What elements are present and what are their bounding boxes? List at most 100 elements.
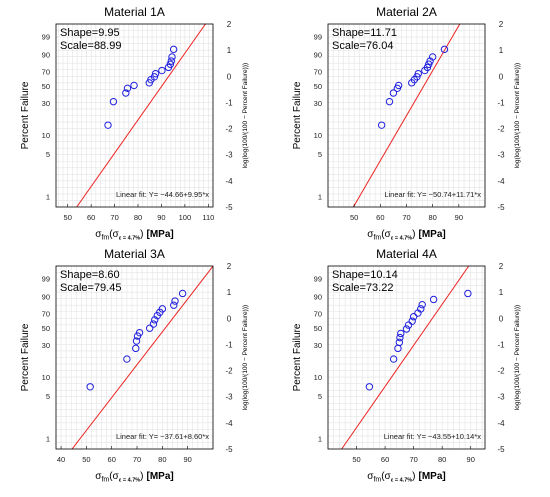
- x-tick-label: 50: [82, 455, 90, 464]
- y-left-tick-label: 30: [42, 99, 50, 108]
- y-left-tick-label: 50: [314, 324, 322, 333]
- x-tick-label: 60: [381, 455, 389, 464]
- y-right-tick-label: 1: [227, 46, 232, 55]
- data-point: [167, 57, 175, 65]
- x-axis-label: σfm(σε = 4.7%) [MPa]: [367, 229, 445, 242]
- y-right-tick-label: 0: [499, 314, 504, 323]
- x-tick-label: 80: [134, 213, 142, 222]
- x-tick-label: 70: [409, 455, 417, 464]
- y-right-tick-label: 1: [227, 288, 232, 297]
- data-point: [408, 317, 416, 325]
- fit-line: [341, 266, 470, 449]
- x-tick-label: 80: [428, 213, 436, 222]
- y-axis-left-label: Percent Failure: [20, 323, 31, 391]
- y-left-tick-label: 10: [42, 131, 50, 140]
- x-axis-label-part: [MPa]: [147, 471, 174, 482]
- y-axis-left-label: Percent Failure: [292, 81, 303, 149]
- x-axis-label-part: ε = 4.7%: [391, 236, 413, 242]
- y-right-tick-label: -1: [497, 98, 505, 107]
- data-point: [145, 324, 154, 332]
- y-right-tick-label: 0: [499, 72, 504, 81]
- y-right-tick-label: -3: [497, 393, 505, 402]
- x-axis-label-part: σ: [95, 471, 102, 482]
- x-axis-label-part: σ: [95, 229, 102, 240]
- y-right-tick-label: -2: [497, 125, 505, 134]
- x-tick-label: 50: [64, 213, 72, 222]
- data-point: [429, 295, 438, 304]
- y-right-tick-label: -3: [225, 151, 233, 160]
- fit-equation-label: Linear fit: Y= −44.66+9.95*x: [116, 190, 209, 199]
- y-right-tick-label: -3: [497, 151, 505, 160]
- chart-title: Material 4A: [376, 247, 437, 261]
- y-left-tick-label: 99: [42, 32, 50, 41]
- fit-equation-label: Linear fit: Y= −50.74+11.71*x: [384, 190, 481, 199]
- y-left-tick-label: 10: [314, 373, 322, 382]
- x-axis-label-part: fm: [373, 477, 381, 484]
- x-tick-label: 70: [133, 455, 141, 464]
- y-right-tick-label: -1: [225, 340, 233, 349]
- y-right-tick-label: -1: [497, 340, 505, 349]
- data-point: [402, 325, 411, 333]
- x-axis-label-part: ε = 4.7%: [391, 478, 413, 484]
- y-left-tick-label: 70: [42, 309, 50, 318]
- x-axis-label-part: [MPa]: [419, 229, 446, 240]
- data-point: [440, 45, 449, 54]
- x-axis-label-part: ): [412, 471, 415, 482]
- grid-lines: [327, 265, 485, 450]
- x-tick-label: 90: [467, 455, 475, 464]
- data-point: [377, 121, 386, 129]
- y-axis-left-label: Percent Failure: [292, 323, 303, 391]
- data-point: [389, 89, 398, 97]
- data-point: [409, 313, 418, 321]
- plot-frame: [55, 265, 214, 450]
- y-right-tick-label: -4: [225, 419, 233, 428]
- y-axis-right-label: log(log(100/(100 − Percent Failure))): [242, 305, 249, 410]
- x-axis-label-part: σ: [367, 471, 374, 482]
- shape-annotation: Shape=11.71: [332, 27, 397, 39]
- x-tick-label: 110: [202, 213, 214, 222]
- y-right-tick-label: 2: [227, 20, 232, 29]
- scale-annotation: Scale=88.99: [60, 40, 121, 52]
- y-right-tick-label: 0: [227, 314, 232, 323]
- data-point: [404, 321, 413, 329]
- chart-title: Material 1A: [104, 5, 165, 19]
- x-axis-label-part: [MPa]: [147, 229, 174, 240]
- plot-frame: [327, 265, 486, 450]
- data-point: [365, 383, 374, 391]
- data-point: [169, 45, 178, 54]
- data-point: [122, 89, 130, 97]
- data-point: [385, 97, 394, 106]
- shape-annotation: Shape=9.95: [60, 27, 120, 39]
- data-point: [158, 305, 167, 313]
- y-left-tick-label: 50: [42, 82, 50, 91]
- y-left-tick-label: 70: [42, 67, 50, 76]
- grid-lines: [56, 23, 214, 208]
- y-left-tick-label: 1: [318, 435, 322, 444]
- y-left-tick-label: 10: [314, 131, 322, 140]
- data-point: [170, 301, 178, 309]
- x-axis-label-part: ): [412, 229, 415, 240]
- data-point: [428, 53, 437, 61]
- y-left-tick-label: 1: [318, 193, 322, 202]
- data-point: [158, 66, 166, 75]
- data-point: [151, 316, 159, 324]
- y-right-tick-label: 0: [227, 72, 232, 81]
- y-axis-right-label: log(log(100/(100 − Percent Failure))): [242, 63, 249, 168]
- chart-title: Material 2A: [376, 5, 437, 19]
- y-axis-right-label: log(log(100/(100 − Percent Failure))): [514, 305, 521, 410]
- y-left-tick-label: 5: [46, 392, 50, 401]
- x-tick-label: 40: [57, 455, 65, 464]
- y-left-tick-label: 5: [46, 150, 50, 159]
- scale-annotation: Scale=79.45: [60, 282, 121, 294]
- y-left-tick-label: 90: [42, 50, 50, 59]
- data-point: [151, 69, 160, 78]
- data-point: [171, 297, 179, 305]
- x-axis-label-part: (σ: [381, 229, 391, 240]
- x-tick-label: 100: [179, 213, 192, 222]
- fit-line: [76, 24, 206, 207]
- data-point: [109, 97, 118, 106]
- data-point: [178, 289, 187, 298]
- y-right-tick-label: -4: [497, 177, 505, 186]
- y-left-tick-label: 50: [42, 324, 50, 333]
- data-point: [104, 121, 112, 129]
